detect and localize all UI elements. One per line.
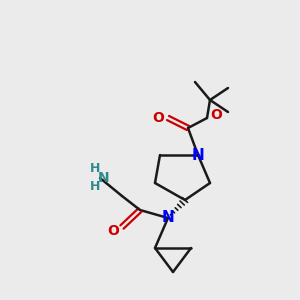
- Text: H: H: [90, 181, 100, 194]
- Text: O: O: [107, 224, 119, 238]
- Text: O: O: [210, 108, 222, 122]
- Text: N: N: [162, 211, 174, 226]
- Text: N: N: [192, 148, 204, 163]
- Text: H: H: [90, 163, 100, 176]
- Text: N: N: [98, 171, 110, 185]
- Text: O: O: [152, 111, 164, 125]
